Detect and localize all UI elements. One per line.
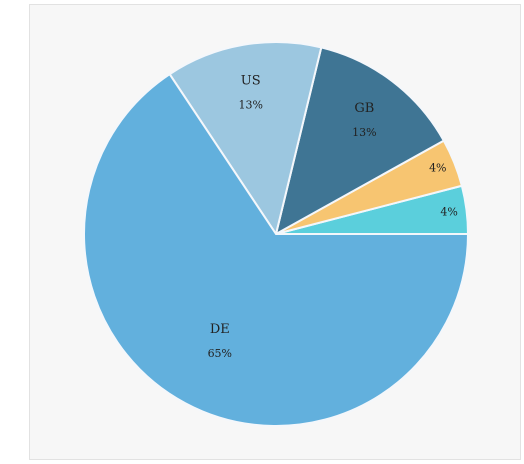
slice-percent-label: 13% (238, 98, 262, 111)
slice-name-label: GB (354, 101, 374, 116)
pie-slice-us (168, 40, 323, 237)
pie-labels: 4% 4% GB 13% US 13% DE 65% (208, 73, 458, 360)
slice-percent-label: 13% (352, 126, 376, 139)
slice-percent-label: 4% (440, 205, 457, 218)
pie-slices (83, 40, 470, 427)
pie-slice-gb (274, 46, 446, 236)
slice-percent-label: 4% (429, 162, 446, 175)
slice-name-label: US (241, 73, 261, 88)
pie-slice-de (83, 72, 470, 427)
slice-name-label: DE (210, 322, 230, 337)
slice-percent-label: 65% (208, 347, 232, 360)
